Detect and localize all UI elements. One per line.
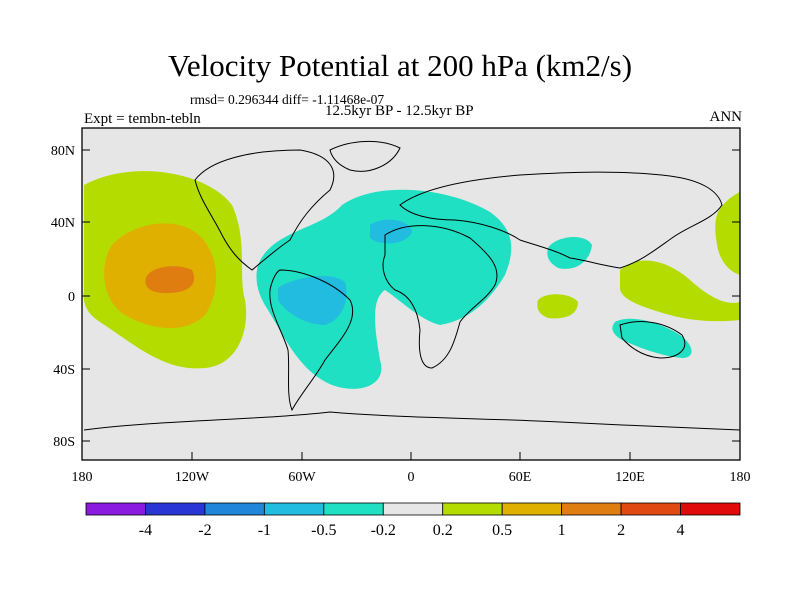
lat-label-80s: 80S bbox=[53, 435, 75, 450]
negative-anomaly-south-america-core bbox=[278, 275, 347, 325]
colorbar-label: 4 bbox=[677, 522, 685, 539]
lon-ticks bbox=[191, 452, 631, 460]
positive-anomaly-east-pacific-core bbox=[145, 266, 195, 294]
colorbar-swatch bbox=[263, 502, 325, 516]
colorbar-swatch bbox=[323, 502, 384, 516]
colorbar-swatch bbox=[145, 502, 206, 516]
colorbar-swatch bbox=[680, 502, 741, 516]
lat-label-40s: 40S bbox=[53, 363, 75, 378]
period-label: 12.5kyr BP - 12.5kyr BP bbox=[325, 103, 474, 119]
lon-label-180w: 180 bbox=[72, 470, 93, 485]
lon-label-120w: 120W bbox=[175, 470, 210, 485]
colorbar-swatch bbox=[85, 502, 146, 516]
colorbar-label: -4 bbox=[139, 522, 152, 539]
colorbar: -4 -2 -1 -0.5 -0.2 0.2 0.5 1 2 4 bbox=[85, 502, 741, 539]
map-title: Velocity Potential at 200 hPa (km2/s) bbox=[167, 48, 633, 83]
colorbar-label: -0.2 bbox=[371, 522, 396, 539]
positive-anomaly-far-west-pacific bbox=[715, 192, 740, 275]
lon-label-120e: 120E bbox=[615, 470, 645, 485]
colorbar-label: 0.2 bbox=[433, 522, 453, 539]
negative-anomaly-australia bbox=[612, 318, 692, 358]
colorbar-swatch bbox=[561, 502, 622, 516]
negative-anomaly-indian-ocean bbox=[547, 236, 592, 269]
lat-label-80n: 80N bbox=[51, 144, 75, 159]
colorbar-label: -1 bbox=[258, 522, 271, 539]
season-label: ANN bbox=[709, 109, 743, 125]
colorbar-label: -2 bbox=[198, 522, 211, 539]
colorbar-swatch bbox=[501, 502, 563, 516]
colorbar-swatch bbox=[204, 502, 265, 516]
colorbar-label: 1 bbox=[558, 522, 566, 539]
colorbar-swatch bbox=[382, 502, 444, 516]
lat-label-0: 0 bbox=[68, 290, 75, 305]
lon-label-60w: 60W bbox=[288, 470, 316, 485]
lon-label-0: 0 bbox=[408, 470, 415, 485]
experiment-label: Expt = tembn-tebln bbox=[84, 111, 201, 127]
lat-label-40n: 40N bbox=[51, 216, 75, 231]
positive-anomaly-indian-ocean bbox=[537, 294, 578, 319]
colorbar-swatch bbox=[442, 502, 503, 516]
coastlines bbox=[83, 140, 741, 431]
lon-label-180e: 180 bbox=[730, 470, 751, 485]
negative-anomaly-atlantic-africa bbox=[256, 189, 512, 389]
positive-anomaly-west-pacific bbox=[620, 260, 740, 322]
colorbar-label: -0.5 bbox=[311, 522, 336, 539]
colorbar-swatch bbox=[620, 502, 681, 516]
colorbar-label: 2 bbox=[617, 522, 625, 539]
lon-label-60e: 60E bbox=[509, 470, 532, 485]
lat-ticks bbox=[82, 149, 740, 442]
stats-line: rmsd= 0.296344 diff= -1.11468e-07 bbox=[190, 92, 385, 107]
colorbar-label: 0.5 bbox=[492, 522, 512, 539]
